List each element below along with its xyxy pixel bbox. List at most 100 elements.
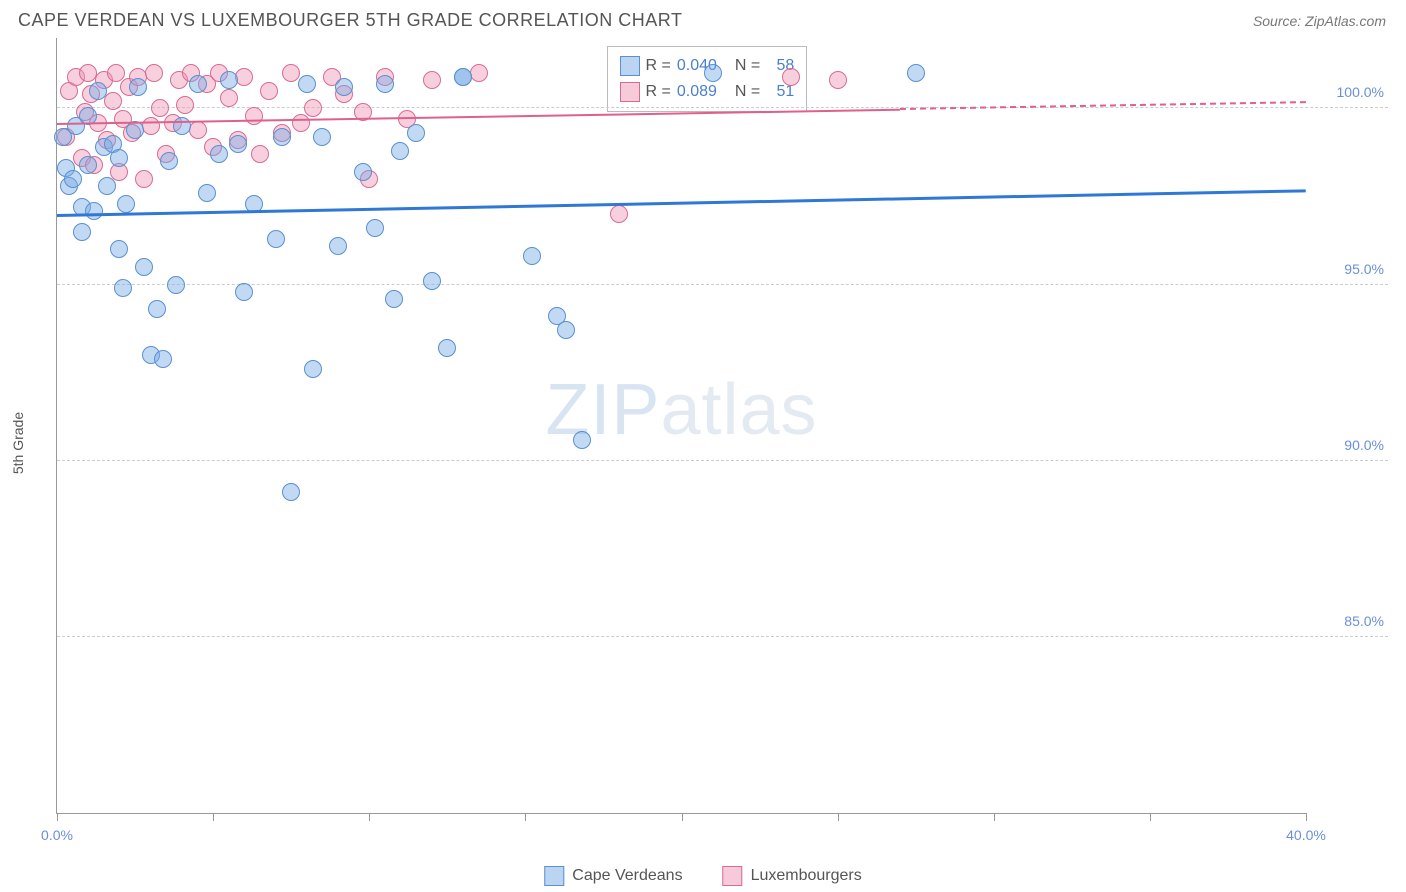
data-point <box>85 202 103 220</box>
data-point <box>167 276 185 294</box>
data-point <box>110 149 128 167</box>
data-point <box>304 99 322 117</box>
y-tick-label: 100.0% <box>1314 84 1384 100</box>
data-point <box>470 64 488 82</box>
data-point <box>313 128 331 146</box>
data-point <box>235 68 253 86</box>
data-point <box>189 121 207 139</box>
x-tick <box>1306 813 1307 821</box>
data-point <box>438 339 456 357</box>
data-point <box>335 78 353 96</box>
data-point <box>907 64 925 82</box>
bottom-legend: Cape Verdeans Luxembourgers <box>544 866 861 886</box>
chart-area: 5th Grade ZIPatlas R =0.040N =58R =0.089… <box>18 38 1388 848</box>
data-point <box>245 107 263 125</box>
legend-item: Cape Verdeans <box>544 866 682 886</box>
legend-label: Luxembourgers <box>751 867 862 885</box>
watermark-part2: atlas <box>660 370 817 450</box>
data-point <box>148 300 166 318</box>
x-tick <box>369 813 370 821</box>
x-tick-label: 0.0% <box>41 827 73 843</box>
data-point <box>135 258 153 276</box>
x-tick <box>682 813 683 821</box>
data-point <box>220 71 238 89</box>
data-point <box>267 230 285 248</box>
data-point <box>64 170 82 188</box>
x-tick <box>1150 813 1151 821</box>
data-point <box>304 360 322 378</box>
data-point <box>273 128 291 146</box>
x-tick <box>838 813 839 821</box>
plot-region: ZIPatlas R =0.040N =58R =0.089N =51 85.0… <box>56 38 1306 814</box>
r-label: R = <box>646 57 671 75</box>
legend-label: Cape Verdeans <box>572 867 682 885</box>
data-point <box>176 96 194 114</box>
data-point <box>329 237 347 255</box>
data-point <box>142 117 160 135</box>
data-point <box>260 82 278 100</box>
x-tick <box>994 813 995 821</box>
legend-swatch <box>544 866 564 886</box>
data-point <box>704 64 722 82</box>
data-point <box>117 195 135 213</box>
data-point <box>210 145 228 163</box>
data-point <box>79 156 97 174</box>
stats-row: R =0.089N =51 <box>620 79 795 105</box>
x-tick <box>213 813 214 821</box>
data-point <box>114 279 132 297</box>
data-point <box>89 82 107 100</box>
data-point <box>829 71 847 89</box>
data-point <box>391 142 409 160</box>
legend-item: Luxembourgers <box>723 866 862 886</box>
data-point <box>292 114 310 132</box>
n-label: N = <box>735 57 760 75</box>
data-point <box>523 247 541 265</box>
data-point <box>189 75 207 93</box>
data-point <box>573 431 591 449</box>
data-point <box>454 68 472 86</box>
data-point <box>407 124 425 142</box>
data-point <box>385 290 403 308</box>
n-label: N = <box>735 83 760 101</box>
legend-swatch <box>620 82 640 102</box>
chart-title: CAPE VERDEAN VS LUXEMBOURGER 5TH GRADE C… <box>18 10 682 31</box>
watermark-part1: ZIP <box>545 370 660 450</box>
data-point <box>160 152 178 170</box>
chart-source: Source: ZipAtlas.com <box>1253 13 1386 29</box>
data-point <box>366 219 384 237</box>
y-axis-label: 5th Grade <box>10 412 26 474</box>
r-value: 0.089 <box>677 83 729 101</box>
x-tick <box>525 813 526 821</box>
gridline <box>57 460 1388 461</box>
y-tick-label: 95.0% <box>1314 261 1384 277</box>
data-point <box>220 89 238 107</box>
legend-swatch <box>723 866 743 886</box>
y-tick-label: 85.0% <box>1314 613 1384 629</box>
gridline <box>57 284 1388 285</box>
data-point <box>73 223 91 241</box>
data-point <box>610 205 628 223</box>
gridline <box>57 636 1388 637</box>
x-tick-label: 40.0% <box>1286 827 1326 843</box>
x-tick <box>57 813 58 821</box>
data-point <box>235 283 253 301</box>
data-point <box>282 483 300 501</box>
data-point <box>376 75 394 93</box>
data-point <box>423 71 441 89</box>
data-point <box>110 240 128 258</box>
data-point <box>129 78 147 96</box>
y-tick-label: 90.0% <box>1314 437 1384 453</box>
data-point <box>145 64 163 82</box>
data-point <box>104 92 122 110</box>
data-point <box>298 75 316 93</box>
data-point <box>251 145 269 163</box>
data-point <box>229 135 247 153</box>
data-point <box>354 163 372 181</box>
data-point <box>557 321 575 339</box>
data-point <box>135 170 153 188</box>
data-point <box>98 177 116 195</box>
legend-swatch <box>620 56 640 76</box>
data-point <box>154 350 172 368</box>
trend-line <box>900 101 1306 110</box>
data-point <box>782 68 800 86</box>
